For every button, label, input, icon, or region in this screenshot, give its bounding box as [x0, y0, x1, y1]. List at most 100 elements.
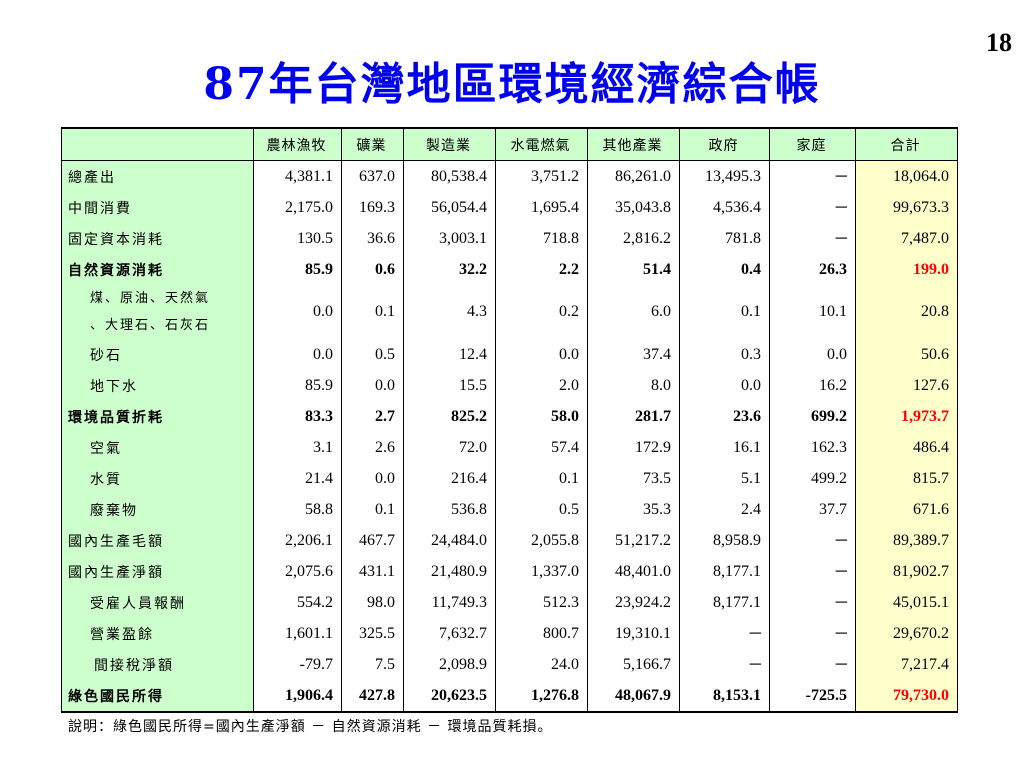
- column-header-mining: 礦業: [341, 127, 404, 161]
- column-header-total: 合計: [855, 127, 958, 161]
- table-cell: 699.2: [769, 401, 856, 432]
- table-cell: 3.1: [253, 432, 342, 463]
- table-cell: 2,206.1: [253, 525, 342, 556]
- table-cell: 72.0: [403, 432, 496, 463]
- column-header-household: 家庭: [769, 127, 856, 161]
- table-cell: 281.7: [587, 401, 680, 432]
- table-cell: -79.7: [253, 649, 342, 680]
- table-cell: 1,906.4: [253, 680, 342, 713]
- table-cell: 0.0: [769, 339, 856, 370]
- table-cell: 2.7: [341, 401, 404, 432]
- table-cell: 499.2: [769, 463, 856, 494]
- table-cell: 48,067.9: [587, 680, 680, 713]
- row-label: 固定資本消耗: [61, 223, 254, 254]
- table-cell: ─: [769, 587, 856, 618]
- table-cell-total: 1,973.7: [855, 401, 958, 432]
- table-cell-total: 671.6: [855, 494, 958, 525]
- table-cell: 8,153.1: [679, 680, 770, 713]
- table-cell-total: 815.7: [855, 463, 958, 494]
- table-cell: 825.2: [403, 401, 496, 432]
- table-row: 砂石 0.0 0.5 12.4 0.0 37.4 0.3 0.0 50.6: [61, 339, 958, 370]
- table-cell: 4,536.4: [679, 192, 770, 223]
- table-cell-total: 486.4: [855, 432, 958, 463]
- table-cell: 16.2: [769, 370, 856, 401]
- table-cell: 2,055.8: [495, 525, 588, 556]
- table-cell-total: 45,015.1: [855, 587, 958, 618]
- table-cell-total: 99,673.3: [855, 192, 958, 223]
- table-cell-total: 18,064.0: [855, 160, 958, 192]
- table-cell: 73.5: [587, 463, 680, 494]
- table-cell-total: 81,902.7: [855, 556, 958, 587]
- row-label: 總產出: [61, 160, 254, 192]
- table-cell: 0.0: [495, 339, 588, 370]
- footnote: 說明：綠色國民所得=國內生產淨額 － 自然資源消耗 － 環境品質耗損。: [68, 719, 553, 735]
- table-row: 空氣 3.1 2.6 72.0 57.4 172.9 16.1 162.3 48…: [61, 432, 958, 463]
- table-cell: 216.4: [403, 463, 496, 494]
- table-row: 廢棄物 58.8 0.1 536.8 0.5 35.3 2.4 37.7 671…: [61, 494, 958, 525]
- column-header-other-industries: 其他產業: [587, 127, 680, 161]
- table-cell: 3,003.1: [403, 223, 496, 254]
- table-cell: 0.2: [495, 285, 588, 339]
- table-cell: 56,054.4: [403, 192, 496, 223]
- table-row-subtotal: 環境品質折耗 83.3 2.7 825.2 58.0 281.7 23.6 69…: [61, 401, 958, 432]
- table-row: 受雇人員報酬 554.2 98.0 11,749.3 512.3 23,924.…: [61, 587, 958, 618]
- table-cell: 467.7: [341, 525, 404, 556]
- table-cell: 4,381.1: [253, 160, 342, 192]
- row-label: 環境品質折耗: [61, 401, 254, 432]
- table-cell: 781.8: [679, 223, 770, 254]
- table-cell-total: 20.8: [855, 285, 958, 339]
- column-header-agriculture: 農林漁牧: [253, 127, 342, 161]
- table-cell: 162.3: [769, 432, 856, 463]
- table-row-grand-total: 綠色國民所得 1,906.4 427.8 20,623.5 1,276.8 48…: [61, 680, 958, 713]
- table-cell: ─: [679, 618, 770, 649]
- table-cell: 130.5: [253, 223, 342, 254]
- row-label: 自然資源消耗: [61, 254, 254, 285]
- table-cell: 48,401.0: [587, 556, 680, 587]
- table-cell: 0.3: [679, 339, 770, 370]
- table-cell: 83.3: [253, 401, 342, 432]
- table-row: 煤、原油、天然氣 、大理石、石灰石 0.0 0.1 4.3 0.2 6.0 0.…: [61, 285, 958, 339]
- table-row: 營業盈餘 1,601.1 325.5 7,632.7 800.7 19,310.…: [61, 618, 958, 649]
- table-cell: ─: [769, 525, 856, 556]
- table-cell: 24.0: [495, 649, 588, 680]
- table-cell: 2,175.0: [253, 192, 342, 223]
- table-cell: 1,337.0: [495, 556, 588, 587]
- table-cell: 0.1: [495, 463, 588, 494]
- table-cell: 58.0: [495, 401, 588, 432]
- table-cell: 35.3: [587, 494, 680, 525]
- table-cell: 21.4: [253, 463, 342, 494]
- table-cell: 2.2: [495, 254, 588, 285]
- table-cell: 85.9: [253, 370, 342, 401]
- table-cell: 16.1: [679, 432, 770, 463]
- table-cell-total: 50.6: [855, 339, 958, 370]
- table-cell: 0.5: [341, 339, 404, 370]
- table-cell: 0.1: [679, 285, 770, 339]
- table-cell: 0.0: [253, 285, 342, 339]
- table-cell: 0.0: [253, 339, 342, 370]
- column-header-utilities: 水電燃氣: [495, 127, 588, 161]
- row-label: 廢棄物: [61, 494, 254, 525]
- table-cell: 2.0: [495, 370, 588, 401]
- table-cell: 24,484.0: [403, 525, 496, 556]
- row-label: 綠色國民所得: [61, 680, 254, 713]
- table-cell: 554.2: [253, 587, 342, 618]
- table-row: 國內生產淨額 2,075.6 431.1 21,480.9 1,337.0 48…: [61, 556, 958, 587]
- table-cell: 20,623.5: [403, 680, 496, 713]
- table-cell: 23.6: [679, 401, 770, 432]
- table-row: 固定資本消耗 130.5 36.6 3,003.1 718.8 2,816.2 …: [61, 223, 958, 254]
- table-cell: 58.8: [253, 494, 342, 525]
- table-row: 中間消費 2,175.0 169.3 56,054.4 1,695.4 35,0…: [61, 192, 958, 223]
- table-cell: 2,075.6: [253, 556, 342, 587]
- table-cell: 0.0: [679, 370, 770, 401]
- table-cell: 3,751.2: [495, 160, 588, 192]
- table-cell: 0.6: [341, 254, 404, 285]
- table-cell: 8,177.1: [679, 587, 770, 618]
- table-cell: 23,924.2: [587, 587, 680, 618]
- table-cell: 6.0: [587, 285, 680, 339]
- table-cell: 172.9: [587, 432, 680, 463]
- row-label: 國內生產毛額: [61, 525, 254, 556]
- table-cell: 431.1: [341, 556, 404, 587]
- column-header-manufacturing: 製造業: [403, 127, 496, 161]
- column-header-blank: [61, 127, 254, 161]
- table-cell: 800.7: [495, 618, 588, 649]
